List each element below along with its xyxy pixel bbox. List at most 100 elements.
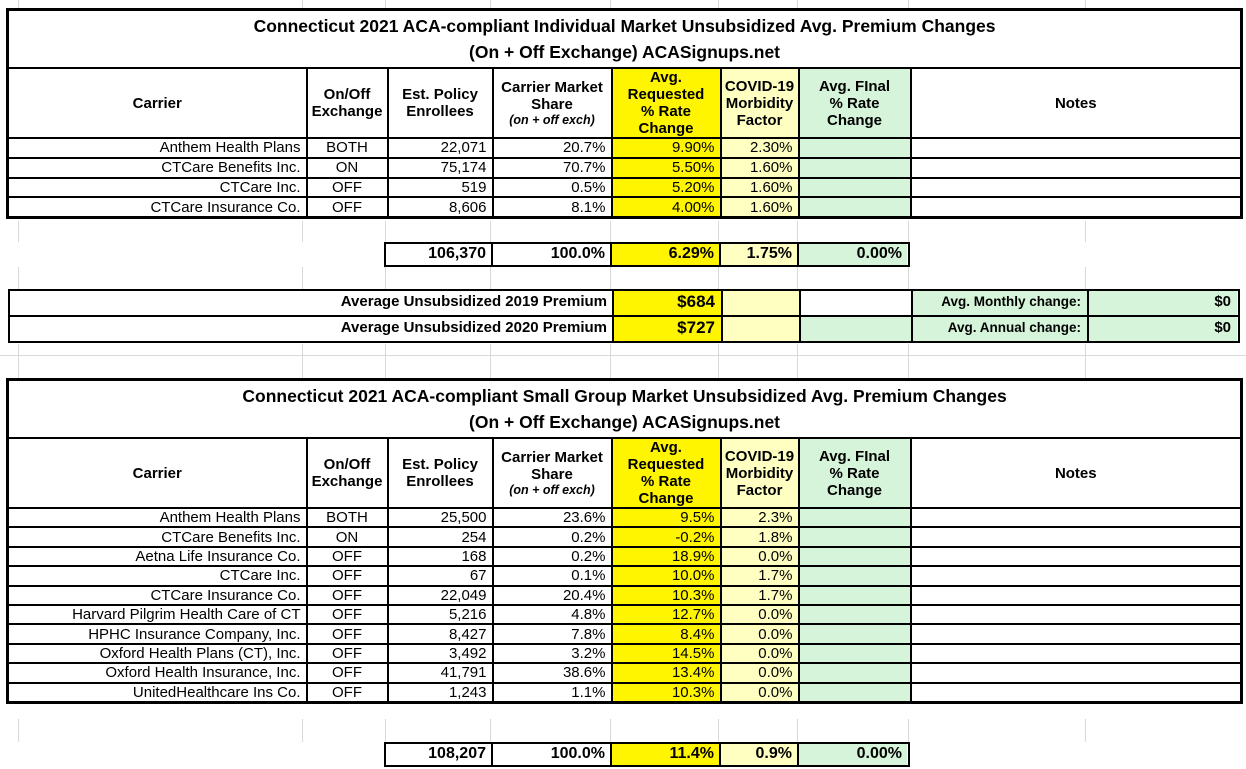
cell-exchange[interactable]: ON — [305, 156, 389, 179]
cell-exchange[interactable]: OFF — [305, 196, 389, 219]
cell-notes[interactable] — [909, 681, 1243, 704]
cell-requested[interactable]: 10.0% — [610, 565, 722, 587]
cell-share[interactable]: 4.8% — [491, 603, 613, 626]
cell-requested[interactable]: 10.3% — [610, 681, 722, 704]
monthly-change-value[interactable]: $0 — [1087, 291, 1237, 315]
summary-2019-spacer[interactable] — [721, 291, 799, 315]
cell-carrier[interactable]: Harvard Pilgrim Health Care of CT — [6, 603, 308, 626]
cell-enrollees[interactable]: 3,492 — [386, 642, 494, 665]
summary-2020-blank[interactable] — [799, 317, 911, 341]
cell-share[interactable]: 20.7% — [491, 137, 613, 159]
annual-change-label[interactable]: Avg. Annual change: — [911, 317, 1087, 341]
total-requested[interactable]: 6.29% — [610, 244, 719, 265]
cell-exchange[interactable]: ON — [305, 526, 389, 548]
total-enrollees[interactable]: 108,207 — [428, 745, 486, 762]
cell-notes[interactable] — [909, 545, 1243, 568]
cell-carrier[interactable]: Anthem Health Plans — [6, 506, 308, 529]
cell-enrollees[interactable]: 67 — [386, 565, 494, 587]
cell-carrier[interactable]: CTCare Benefits Inc. — [6, 156, 308, 179]
cell-share[interactable]: 3.2% — [491, 642, 613, 665]
header-requested[interactable]: Avg. Requested % Rate Change — [610, 67, 722, 139]
cell-final[interactable] — [797, 584, 912, 606]
cell-exchange[interactable]: OFF — [305, 176, 389, 199]
cell-notes[interactable] — [909, 506, 1243, 529]
cell-covid[interactable]: 0.0% — [719, 623, 800, 645]
cell-final[interactable] — [797, 506, 912, 529]
cell-carrier[interactable]: Anthem Health Plans — [6, 137, 308, 159]
cell-carrier[interactable]: UnitedHealthcare Ins Co. — [6, 681, 308, 704]
cell-requested[interactable]: 8.4% — [610, 623, 722, 645]
cell-share[interactable]: 70.7% — [491, 156, 613, 179]
cell-exchange[interactable]: OFF — [305, 545, 389, 568]
cell-exchange[interactable]: OFF — [305, 681, 389, 704]
cell-notes[interactable] — [909, 176, 1243, 199]
cell-requested[interactable]: 9.5% — [610, 506, 722, 529]
header-market-share[interactable]: Carrier Market Share (on + off exch) — [491, 437, 613, 509]
cell-carrier[interactable]: CTCare Benefits Inc. — [6, 526, 308, 548]
cell-final[interactable] — [797, 196, 912, 219]
header-carrier[interactable]: Carrier — [6, 437, 308, 509]
cell-requested[interactable]: 5.20% — [610, 176, 722, 199]
summary-2020-value[interactable]: $727 — [612, 317, 721, 341]
summary-2020-label[interactable]: Average Unsubsidized 2020 Premium — [340, 319, 607, 336]
summary-2019-label[interactable]: Average Unsubsidized 2019 Premium — [340, 293, 607, 310]
cell-carrier[interactable]: CTCare Insurance Co. — [6, 196, 308, 219]
cell-final[interactable] — [797, 545, 912, 568]
cell-exchange[interactable]: OFF — [305, 662, 389, 684]
cell-final[interactable] — [797, 603, 912, 626]
header-requested[interactable]: Avg. Requested % Rate Change — [610, 437, 722, 509]
cell-final[interactable] — [797, 526, 912, 548]
cell-exchange[interactable]: OFF — [305, 623, 389, 645]
cell-covid[interactable]: 2.30% — [719, 137, 800, 159]
total-enrollees[interactable]: 106,370 — [428, 245, 486, 262]
cell-requested[interactable]: 12.7% — [610, 603, 722, 626]
cell-covid[interactable]: 1.8% — [719, 526, 800, 548]
small-group-table-title[interactable]: Connecticut 2021 ACA-compliant Small Gro… — [6, 378, 1243, 439]
cell-notes[interactable] — [909, 526, 1243, 548]
cell-notes[interactable] — [909, 642, 1243, 665]
cell-requested[interactable]: 4.00% — [610, 196, 722, 219]
cell-notes[interactable] — [909, 623, 1243, 645]
summary-2019-blank[interactable] — [799, 291, 911, 315]
cell-carrier[interactable]: Oxford Health Insurance, Inc. — [6, 662, 308, 684]
cell-covid[interactable]: 1.7% — [719, 565, 800, 587]
cell-share[interactable]: 0.5% — [491, 176, 613, 199]
cell-carrier[interactable]: HPHC Insurance Company, Inc. — [6, 623, 308, 645]
cell-requested[interactable]: 13.4% — [610, 662, 722, 684]
cell-notes[interactable] — [909, 156, 1243, 179]
total-final[interactable]: 0.00% — [797, 244, 907, 265]
total-covid[interactable]: 0.9% — [719, 744, 797, 765]
header-market-share[interactable]: Carrier Market Share (on + off exch) — [491, 67, 613, 139]
header-final[interactable]: Avg. FInal % Rate Change — [797, 67, 912, 139]
cell-share[interactable]: 0.2% — [491, 545, 613, 568]
header-enrollees[interactable]: Est. Policy Enrollees — [386, 67, 494, 139]
summary-2020-spacer[interactable] — [721, 317, 799, 341]
cell-final[interactable] — [797, 176, 912, 199]
cell-carrier[interactable]: CTCare Insurance Co. — [6, 584, 308, 606]
cell-enrollees[interactable]: 22,071 — [386, 137, 494, 159]
header-exchange[interactable]: On/Off Exchange — [305, 437, 389, 509]
cell-covid[interactable]: 1.60% — [719, 156, 800, 179]
cell-final[interactable] — [797, 156, 912, 179]
cell-share[interactable]: 7.8% — [491, 623, 613, 645]
cell-exchange[interactable]: OFF — [305, 642, 389, 665]
cell-carrier[interactable]: Oxford Health Plans (CT), Inc. — [6, 642, 308, 665]
total-share[interactable]: 100.0% — [491, 244, 610, 265]
cell-enrollees[interactable]: 519 — [386, 176, 494, 199]
cell-exchange[interactable]: OFF — [305, 584, 389, 606]
header-notes[interactable]: Notes — [909, 67, 1243, 139]
cell-enrollees[interactable]: 8,606 — [386, 196, 494, 219]
cell-covid[interactable]: 2.3% — [719, 506, 800, 529]
cell-enrollees[interactable]: 41,791 — [386, 662, 494, 684]
cell-share[interactable]: 1.1% — [491, 681, 613, 704]
cell-final[interactable] — [797, 623, 912, 645]
cell-notes[interactable] — [909, 662, 1243, 684]
cell-carrier[interactable]: CTCare Inc. — [6, 176, 308, 199]
cell-requested[interactable]: 14.5% — [610, 642, 722, 665]
cell-enrollees[interactable]: 168 — [386, 545, 494, 568]
header-covid[interactable]: COVID-19 Morbidity Factor — [719, 67, 800, 139]
cell-notes[interactable] — [909, 603, 1243, 626]
cell-share[interactable]: 23.6% — [491, 506, 613, 529]
header-carrier[interactable]: Carrier — [6, 67, 308, 139]
cell-enrollees[interactable]: 25,500 — [386, 506, 494, 529]
